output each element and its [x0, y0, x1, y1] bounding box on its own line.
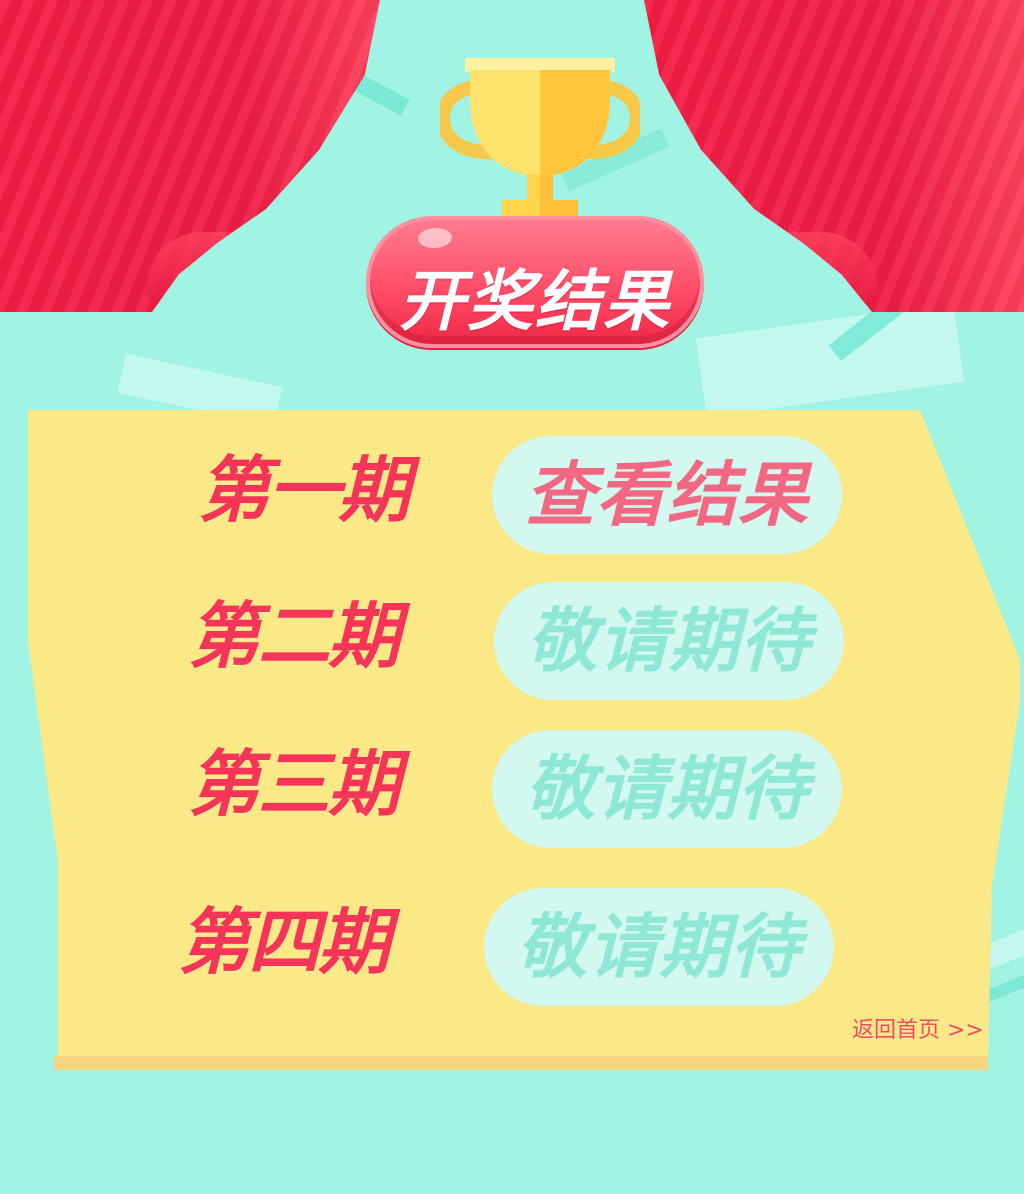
view-result-button[interactable]: 查看结果: [492, 436, 842, 554]
coming-soon-button[interactable]: 敬请期待: [484, 888, 834, 1006]
back-home-link[interactable]: 返回首页 >>: [852, 1018, 984, 1043]
trophy-icon: [440, 58, 640, 238]
period-row-3: 第三期 敬请期待: [188, 730, 858, 848]
results-title-badge: 开奖结果: [366, 216, 704, 348]
results-panel-shadow: [54, 1056, 988, 1070]
period-row-4: 第四期 敬请期待: [178, 888, 848, 1006]
results-title: 开奖结果: [399, 263, 671, 340]
coming-soon-button[interactable]: 敬请期待: [492, 730, 842, 848]
period-row-2: 第二期 敬请期待: [188, 582, 858, 700]
period-label: 第四期: [178, 900, 390, 984]
period-label: 第二期: [188, 594, 400, 678]
period-label: 第三期: [188, 742, 400, 826]
period-label: 第一期: [198, 448, 410, 532]
coming-soon-button[interactable]: 敬请期待: [494, 582, 844, 700]
period-row-1: 第一期 查看结果: [198, 436, 858, 554]
